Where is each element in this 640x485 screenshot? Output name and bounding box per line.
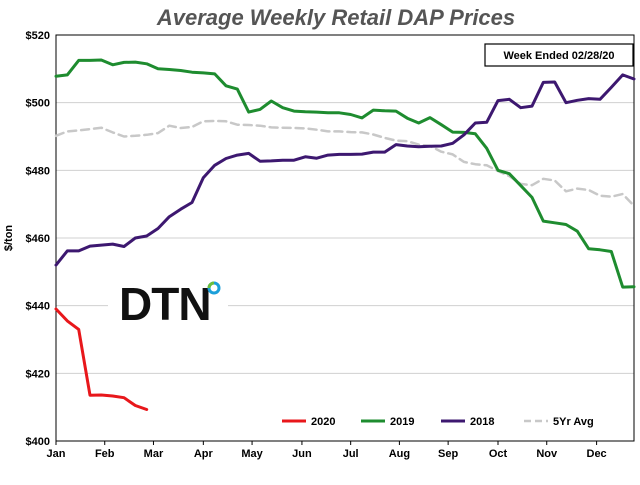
series-line-2019 [54,58,636,289]
x-tick-label: Jul [343,448,359,460]
y-tick-label: $400 [26,436,50,448]
y-tick-label: $500 [26,98,50,110]
dtn-logo: DTN [108,276,228,336]
y-axis-label: $/ton [3,225,15,252]
logo-text: DTN [119,278,211,330]
x-tick-label: Aug [389,448,410,460]
annotation-text: Week Ended 02/28/20 [503,50,614,62]
series-line-2018 [54,73,636,267]
x-axis: Jan Feb Mar Apr May Jun Jul Aug Sep Oct Nov Dec [47,441,607,460]
logo-dot-accent-icon [207,281,215,289]
x-tick-label: Jun [292,448,312,460]
x-tick-label: Dec [587,448,607,460]
week-ended-annotation: Week Ended 02/28/20 [484,43,634,67]
y-tick-label: $520 [26,30,50,42]
y-tick-label: $440 [26,301,50,313]
legend-label: 2020 [311,416,335,428]
plot-area-frame [55,34,635,442]
x-tick-label: Nov [536,448,558,460]
chart-title: Average Weekly Retail DAP Prices [156,5,515,30]
annotation-box [484,43,634,67]
y-tick-label: $460 [26,233,50,245]
y-tick-label: $420 [26,368,50,380]
y-axis: $400 $420 $440 $460 $480 $500 $520 [26,30,50,448]
series-line-5yr-avg [54,119,636,208]
legend-label: 2019 [390,416,414,428]
x-tick-label: Mar [144,448,164,460]
x-tick-label: May [241,448,263,460]
x-tick-label: Apr [194,448,214,460]
y-tick-label: $480 [26,165,50,177]
x-tick-label: Jan [47,448,66,460]
legend-label: 2018 [470,416,494,428]
legend: 2020 2019 2018 5Yr Avg [282,416,594,428]
series-line-2020 [54,307,149,411]
series-lines [54,58,636,411]
legend-label: 5Yr Avg [553,416,594,428]
x-tick-label: Oct [489,448,508,460]
x-tick-label: Sep [438,448,458,460]
x-tick-label: Feb [95,448,115,460]
